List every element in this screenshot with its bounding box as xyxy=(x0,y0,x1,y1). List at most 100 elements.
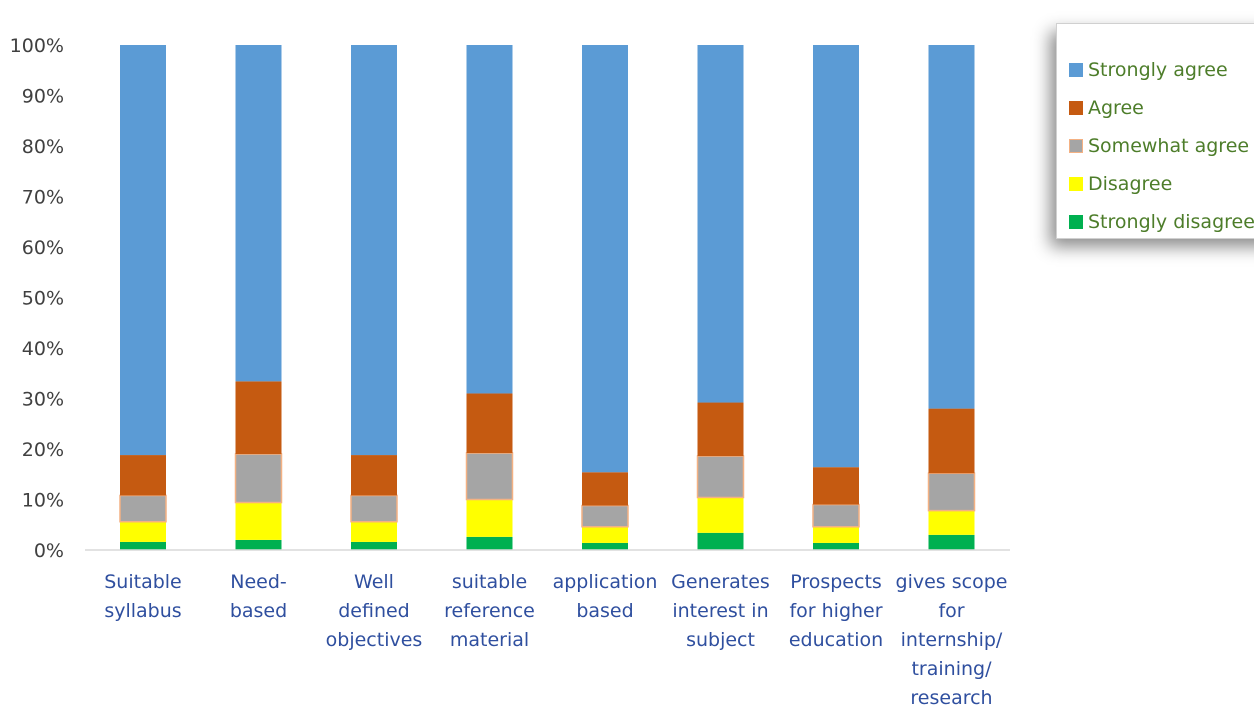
bar-agree-generates-interest-in-subject xyxy=(697,402,744,457)
y-tick-label-60: 60% xyxy=(22,237,64,259)
x-tick-label-need-based: Need-based xyxy=(230,571,287,622)
x-tick-label-line: research xyxy=(910,687,992,709)
x-tick-label-line: Well xyxy=(354,571,394,593)
bar-strongly-disagree-suitable-reference-material xyxy=(466,536,513,550)
bar-strongly-agree-need-based xyxy=(235,45,282,382)
bar-agree-need-based xyxy=(235,381,282,455)
x-tick-label-prospects-for-higher-education: Prospects for higher education xyxy=(789,571,883,651)
bar-disagree-application-based xyxy=(582,526,628,543)
bar-somewhat-agree-suitable-syllabus xyxy=(119,494,167,523)
x-tick-label-line: reference xyxy=(444,600,535,622)
x-tick-label-line: for xyxy=(938,600,964,622)
bar-strongly-agree-application-based xyxy=(582,45,628,473)
legend-swatch-agree xyxy=(1069,101,1083,115)
legend-swatch-somewhat-agree xyxy=(1069,139,1083,153)
legend-label-disagree: Disagree xyxy=(1088,173,1173,195)
y-tick-label-20: 20% xyxy=(22,439,64,461)
legend-item-agree: Agree xyxy=(1069,94,1144,122)
legend-item-strongly-disagree: Strongly disagree xyxy=(1069,208,1254,236)
bars xyxy=(119,45,976,550)
x-tick-label-line: based xyxy=(230,600,287,622)
x-tick-label-line: gives scope xyxy=(896,571,1008,593)
bar-somewhat-agree-prospects-for-higher-education xyxy=(812,503,860,528)
bar-strongly-disagree-need-based xyxy=(235,539,282,550)
bar-strongly-disagree-well-defined-objectives xyxy=(351,541,397,550)
bar-somewhat-agree-suitable-reference-material xyxy=(465,452,514,501)
legend-item-strongly-agree: Strongly agree xyxy=(1069,56,1228,84)
x-tick-label-line: defined xyxy=(338,600,410,622)
bar-strongly-agree-suitable-syllabus xyxy=(120,45,166,456)
x-tick-label-line: subject xyxy=(686,629,755,651)
y-tick-label-0: 0% xyxy=(34,540,64,562)
x-tick-label-suitable-reference-material: suitable reference material xyxy=(444,571,535,651)
bar-strongly-agree-prospects-for-higher-education xyxy=(813,45,859,468)
bar-agree-application-based xyxy=(582,472,628,506)
legend: Strongly agree Agree Somewhat agree Disa… xyxy=(1056,23,1254,239)
x-tick-label-line: training/ xyxy=(911,658,992,680)
x-tick-label-generates-interest-in-subject: Generates interest in subject xyxy=(671,571,770,651)
y-tick-label-90: 90% xyxy=(22,86,64,108)
legend-label-agree: Agree xyxy=(1088,97,1144,119)
y-tick-label-30: 30% xyxy=(22,389,64,411)
bar-strongly-disagree-prospects-for-higher-education xyxy=(813,542,859,550)
legend-label-strongly-disagree: Strongly disagree xyxy=(1088,211,1254,233)
x-tick-label-line: Generates xyxy=(671,571,770,593)
bar-disagree-well-defined-objectives xyxy=(351,521,397,542)
bar-disagree-prospects-for-higher-education xyxy=(813,526,859,543)
legend-label-strongly-agree: Strongly agree xyxy=(1088,59,1228,81)
y-tick-label-70: 70% xyxy=(22,187,64,209)
legend-swatch-strongly-agree xyxy=(1069,63,1083,77)
bar-strongly-agree-suitable-reference-material xyxy=(466,45,513,394)
y-tick-label-10: 10% xyxy=(22,490,64,512)
bar-agree-gives-scope-for-internship-training-research xyxy=(928,408,975,474)
bar-strongly-agree-well-defined-objectives xyxy=(351,45,397,456)
bar-strongly-disagree-gives-scope-for-internship-training-research xyxy=(928,534,975,550)
y-tick-label-50: 50% xyxy=(22,288,64,310)
x-tick-label-line: based xyxy=(576,600,633,622)
bar-agree-prospects-for-higher-education xyxy=(813,467,859,505)
bar-strongly-agree-generates-interest-in-subject xyxy=(697,45,744,403)
bar-somewhat-agree-well-defined-objectives xyxy=(350,494,398,523)
bar-strongly-disagree-suitable-syllabus xyxy=(120,541,166,550)
legend-item-somewhat-agree: Somewhat agree xyxy=(1069,132,1249,160)
y-tick-label-40: 40% xyxy=(22,338,64,360)
legend-item-disagree: Disagree xyxy=(1069,170,1172,198)
bar-disagree-need-based xyxy=(235,502,282,540)
bar-disagree-generates-interest-in-subject xyxy=(697,497,744,533)
x-tick-label-line: objectives xyxy=(326,629,423,651)
bar-somewhat-agree-need-based xyxy=(234,453,283,504)
x-tick-label-line: education xyxy=(789,629,883,651)
bar-disagree-gives-scope-for-internship-training-research xyxy=(928,510,975,535)
bar-agree-well-defined-objectives xyxy=(351,455,397,496)
x-tick-label-line: syllabus xyxy=(104,600,181,622)
x-axis-ticks: Suitable syllabus Need-based Well defined obj… xyxy=(104,571,1007,709)
x-tick-label-well-defined-objectives: Well defined objectives xyxy=(326,571,423,651)
x-tick-label-line: suitable xyxy=(452,571,527,593)
y-tick-label-100: 100% xyxy=(10,35,64,57)
x-tick-label-gives-scope-for-internship-training-research: gives scope for internship/training/resear… xyxy=(896,571,1008,709)
x-tick-label-line: interest in xyxy=(672,600,768,622)
bar-agree-suitable-syllabus xyxy=(120,455,166,496)
bar-somewhat-agree-application-based xyxy=(581,504,629,528)
x-tick-label-line: Prospects xyxy=(790,571,882,593)
x-tick-label-line: application xyxy=(553,571,658,593)
legend-swatch-strongly-disagree xyxy=(1069,215,1083,229)
bar-agree-suitable-reference-material xyxy=(466,393,513,454)
bar-somewhat-agree-generates-interest-in-subject xyxy=(696,455,745,499)
y-tick-label-80: 80% xyxy=(22,136,64,158)
bar-disagree-suitable-reference-material xyxy=(466,499,513,537)
x-tick-label-line: Suitable xyxy=(104,571,182,593)
x-tick-label-line: internship/ xyxy=(901,629,1003,651)
x-tick-label-suitable-syllabus: Suitable syllabus xyxy=(104,571,182,622)
legend-label-somewhat-agree: Somewhat agree xyxy=(1088,135,1250,157)
bar-strongly-disagree-application-based xyxy=(582,542,628,550)
x-tick-label-application-based: application based xyxy=(553,571,658,622)
bar-somewhat-agree-gives-scope-for-internship-training-research xyxy=(927,472,976,512)
y-axis-ticks: 0% 10% 20% 30% 40% 50% 60% 70% 80% 90% 100% xyxy=(10,35,64,562)
legend-swatch-disagree xyxy=(1069,177,1083,191)
bar-strongly-disagree-generates-interest-in-subject xyxy=(697,532,744,550)
x-tick-label-line: material xyxy=(450,629,529,651)
bar-disagree-suitable-syllabus xyxy=(120,521,166,542)
x-tick-label-line: for higher xyxy=(789,600,882,622)
